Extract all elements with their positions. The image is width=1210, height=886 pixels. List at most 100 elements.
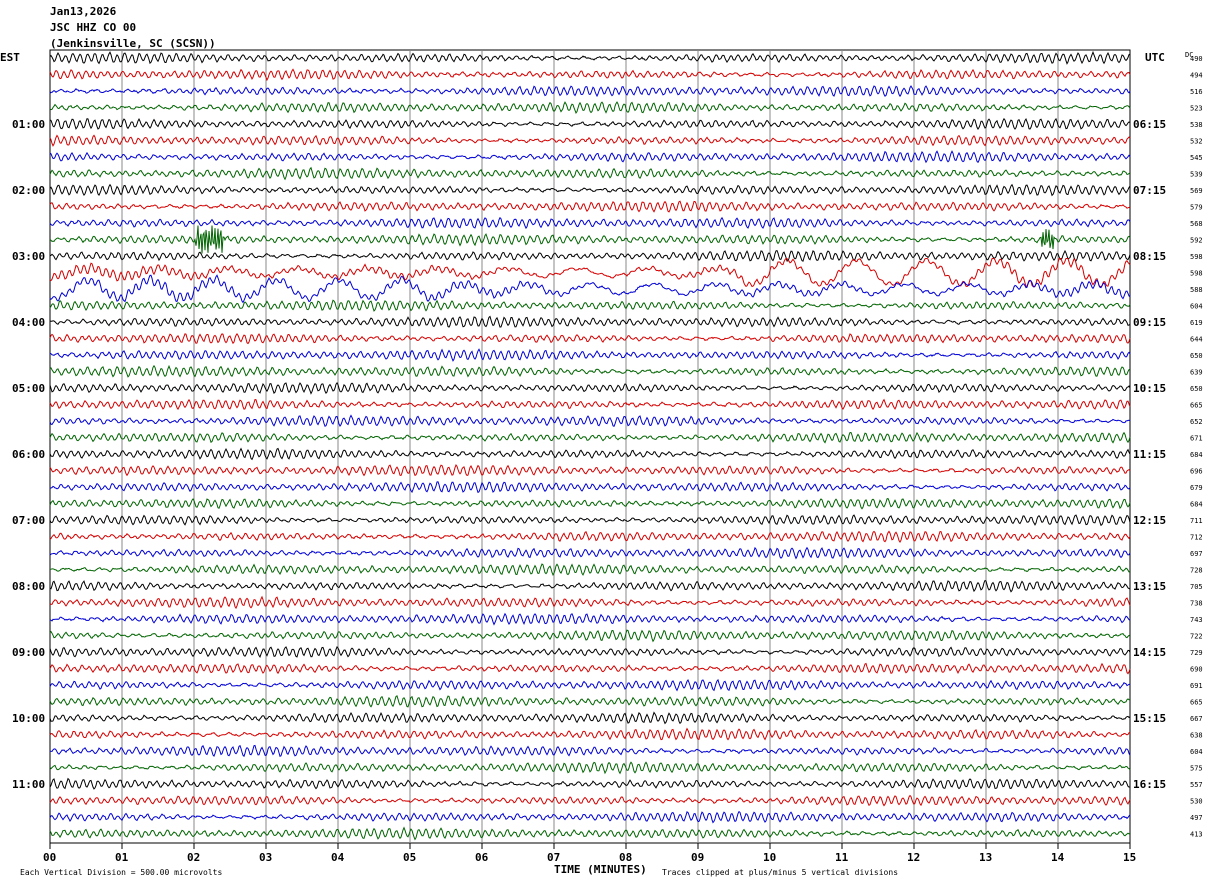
traces <box>49 50 1131 841</box>
trace-line <box>49 761 1131 775</box>
right-hour-label: 06:15 <box>1133 118 1166 131</box>
trace-line <box>49 695 1130 708</box>
trace-line <box>49 315 1131 328</box>
trace-line <box>49 348 1131 362</box>
trace-line <box>49 299 1131 312</box>
trace-line <box>49 826 1131 841</box>
left-hour-label: 02:00 <box>12 184 45 197</box>
trace-line <box>49 166 1131 181</box>
trace-line <box>49 612 1131 626</box>
x-tick-label: 05 <box>403 851 416 864</box>
right-hour-label: 13:15 <box>1133 580 1166 593</box>
trace-line <box>49 662 1131 675</box>
dc-offset-value: 705 <box>1190 583 1203 591</box>
right-hour-label: 15:15 <box>1133 712 1166 725</box>
trace-line <box>49 85 1131 98</box>
dc-offset-value: 413 <box>1190 831 1203 839</box>
dc-offset-value: 598 <box>1190 270 1203 278</box>
x-tick-label: 08 <box>619 851 632 864</box>
dc-offset-value: 538 <box>1190 121 1203 129</box>
x-tick-label: 07 <box>547 851 560 864</box>
dc-offset-value: 697 <box>1190 550 1203 558</box>
x-tick-label: 14 <box>1051 851 1065 864</box>
x-axis-label: TIME (MINUTES) <box>554 863 647 876</box>
right-hour-label: 09:15 <box>1133 316 1166 329</box>
dc-offset-value: 691 <box>1190 682 1203 690</box>
dc-offset-value: 684 <box>1190 451 1203 459</box>
trace-line <box>49 481 1131 494</box>
x-tick-label: 06 <box>475 851 489 864</box>
trace-line <box>49 134 1131 147</box>
trace-line <box>49 595 1131 610</box>
dc-offset-value: 638 <box>1190 732 1203 740</box>
trace-line <box>49 414 1131 427</box>
left-hour-label: 11:00 <box>12 778 45 791</box>
left-hour-label: 10:00 <box>12 712 45 725</box>
dc-offset-value: 671 <box>1190 435 1203 443</box>
dc-offset-value: 743 <box>1190 616 1203 624</box>
right-hour-label: 11:15 <box>1133 448 1166 461</box>
trace-line <box>49 563 1131 577</box>
trace-line <box>49 364 1131 378</box>
trace-line <box>49 381 1131 395</box>
dc-offset-value: 690 <box>1190 666 1203 674</box>
trace-line <box>49 183 1131 197</box>
dc-offset-value: 652 <box>1190 418 1203 426</box>
x-tick-label: 04 <box>331 851 345 864</box>
x-tick-label: 15 <box>1123 851 1136 864</box>
left-hour-label: 09:00 <box>12 646 45 659</box>
trace-line <box>49 777 1131 790</box>
trace-line <box>49 216 1131 230</box>
trace-line <box>49 101 1131 114</box>
dc-offset-value: 530 <box>1190 798 1203 806</box>
trace-line <box>49 447 1131 461</box>
left-hour-label: 05:00 <box>12 382 45 395</box>
trace-line <box>49 629 1131 643</box>
dc-offset-value: 684 <box>1190 501 1203 509</box>
dc-offset-value: 639 <box>1190 369 1203 377</box>
dc-offset-value: 490 <box>1190 55 1203 63</box>
trace-line <box>49 225 1131 254</box>
x-tick-label: 10 <box>763 851 776 864</box>
dc-offset-value: 738 <box>1190 600 1203 608</box>
left-hour-label: 07:00 <box>12 514 45 527</box>
dc-offset-value: 711 <box>1190 517 1203 525</box>
footer-right: Traces clipped at plus/minus 5 vertical … <box>662 868 898 877</box>
x-tick-label: 00 <box>43 851 56 864</box>
trace-line <box>49 332 1131 345</box>
trace-line <box>49 431 1131 444</box>
trace-line <box>49 249 1131 262</box>
dc-offset-value: 729 <box>1190 649 1203 657</box>
right-hour-label: 08:15 <box>1133 250 1166 263</box>
x-tick-label: 12 <box>907 851 920 864</box>
dc-offset-value: 532 <box>1190 138 1203 146</box>
dc-offset-value: 588 <box>1190 286 1203 294</box>
trace-line <box>49 398 1131 411</box>
dc-offset-value: 644 <box>1190 336 1203 344</box>
dc-offset-labels: 490 494 516 523 538 532 545 539 569 579 568 592 598 5… <box>1190 55 1203 839</box>
left-hour-label: 06:00 <box>12 448 45 461</box>
dc-offset-value: 598 <box>1190 253 1203 261</box>
trace-line <box>49 646 1131 658</box>
trace-line <box>49 68 1131 82</box>
trace-line <box>49 794 1131 807</box>
dc-offset-value: 575 <box>1190 765 1203 773</box>
trace-line <box>49 50 1131 65</box>
left-hour-label: 08:00 <box>12 580 45 593</box>
trace-line <box>49 744 1131 758</box>
header-station: JSC HHZ CO 00 <box>50 21 137 34</box>
dc-offset-value: 568 <box>1190 220 1203 228</box>
trace-line <box>49 678 1131 692</box>
trace-line <box>49 579 1131 593</box>
right-hour-labels: 06:15 07:15 08:15 09:15 10:15 11:15 12:15 13:15… <box>1133 118 1166 791</box>
footer-left: Each Vertical Division = 500.00 microvol… <box>20 868 222 877</box>
x-tick-label: 01 <box>115 851 129 864</box>
x-tick-label: 03 <box>259 851 272 864</box>
dc-offset-value: 679 <box>1190 484 1203 492</box>
trace-line <box>49 497 1131 510</box>
dc-offset-value: 557 <box>1190 781 1203 789</box>
trace-line <box>49 150 1131 164</box>
trace-line <box>49 258 1131 288</box>
trace-line <box>49 514 1131 527</box>
